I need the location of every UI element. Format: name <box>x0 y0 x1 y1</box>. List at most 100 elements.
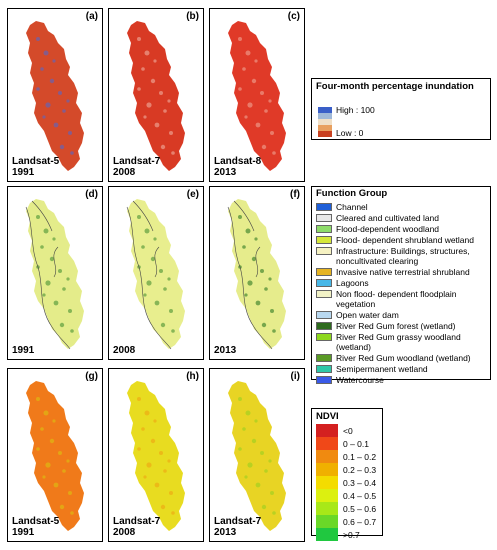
function-legend-title: Function Group <box>316 188 388 199</box>
legend-swatch <box>316 365 332 373</box>
ndvi-legend-item: >0.7 <box>316 528 378 541</box>
legend-swatch <box>316 290 332 298</box>
panel-caption: Landsat-5 1991 <box>12 516 60 538</box>
function-group-legend: Function Group Channel Cleared and cultiv… <box>311 186 491 385</box>
legend-label: Lagoons <box>336 278 369 288</box>
legend-label: 0 – 0.1 <box>343 438 369 449</box>
floodplain-map <box>227 199 286 350</box>
panel-label: (i) <box>290 371 300 382</box>
function-legend-item: Semipermanent wetland <box>316 364 486 374</box>
panel-label: (c) <box>287 11 300 22</box>
panel-caption: Landsat-8 2013 <box>214 156 262 178</box>
legend-swatch <box>316 225 332 233</box>
legend-swatch <box>316 489 338 502</box>
legend-label: Flood-dependent woodland <box>336 224 440 234</box>
legend-label: Cleared and cultivated land <box>336 213 440 223</box>
floodplain-shape <box>26 381 84 531</box>
legend-swatch <box>316 424 338 437</box>
ndvi-legend-item: 0.2 – 0.3 <box>316 463 378 476</box>
floodplain-shape <box>127 21 185 171</box>
function-legend-list: Channel Cleared and cultivated land Flood-… <box>316 202 486 385</box>
legend-label: >0.7 <box>343 529 360 540</box>
function-legend-item: Invasive native terrestrial shrubland <box>316 267 486 277</box>
floodplain-map <box>25 199 84 350</box>
legend-swatch <box>316 214 332 222</box>
inundation-map-panel-b: (b) Landsat-7 2008 <box>108 8 204 182</box>
ndvi-legend-item: 0.3 – 0.4 <box>316 476 378 489</box>
legend-label: Semipermanent wetland <box>336 364 428 374</box>
panel-label: (g) <box>85 371 98 382</box>
legend-label: Invasive native terrestrial shrubland <box>336 267 470 277</box>
legend-label: Watercourse <box>336 375 384 385</box>
floodplain-map <box>126 199 185 350</box>
ndvi-map-panel-h: (h) Landsat-7 2008 <box>108 368 204 542</box>
panel-caption: 2008 <box>113 345 136 356</box>
legend-label: 0.2 – 0.3 <box>343 464 377 475</box>
panel-caption: 1991 <box>12 345 35 356</box>
panel-caption: Landsat-7 2008 <box>113 156 161 178</box>
legend-label: 0.1 – 0.2 <box>343 451 377 462</box>
legend-swatch <box>316 268 332 276</box>
legend-label: Flood- dependent shrubland wetland <box>336 235 474 245</box>
inundation-legend: Four-month percentage inundation High : … <box>311 78 491 140</box>
ndvi-legend-item: 0.1 – 0.2 <box>316 450 378 463</box>
legend-label: 0.4 – 0.5 <box>343 490 377 501</box>
function-legend-item: Channel <box>316 202 486 212</box>
function-legend-item: Open water dam <box>316 310 486 320</box>
legend-swatch <box>316 279 332 287</box>
panel-caption: Landsat-7 2013 <box>214 516 262 538</box>
function-legend-item: River Red Gum grassy woodland (wetland) <box>316 332 486 352</box>
legend-swatch <box>316 311 332 319</box>
panel-label: (a) <box>85 11 98 22</box>
legend-swatch <box>316 515 338 528</box>
legend-swatch <box>316 450 338 463</box>
legend-label: Open water dam <box>336 310 399 320</box>
legend-swatch <box>316 333 332 341</box>
legend-label: River Red Gum grassy woodland (wetland) <box>336 332 461 352</box>
function-legend-item: Non flood- dependent floodplain vegetati… <box>316 289 486 309</box>
floodplain-shape <box>228 381 286 531</box>
inundation-map-panel-c: (c) Landsat-8 2013 <box>209 8 305 182</box>
panel-label: (h) <box>186 371 199 382</box>
function-legend-item: Cleared and cultivated land <box>316 213 486 223</box>
function-legend-item: River Red Gum woodland (wetland) <box>316 353 486 363</box>
function-legend-item: Infrastructure: Buildings, structures, n… <box>316 246 486 266</box>
ndvi-legend-item: 0.4 – 0.5 <box>316 489 378 502</box>
panel-label: (e) <box>186 189 199 200</box>
ndvi-map-panel-g: (g) Landsat-5 1991 <box>7 368 103 542</box>
inundation-high-label: High : 100 <box>336 105 375 115</box>
legend-label: 0.3 – 0.4 <box>343 477 377 488</box>
legend-swatch <box>316 376 332 384</box>
ndvi-legend-item: 0.5 – 0.6 <box>316 502 378 515</box>
function-legend-item: Watercourse <box>316 375 486 385</box>
panel-caption: Landsat-7 2008 <box>113 516 161 538</box>
inundation-legend-title: Four-month percentage inundation <box>316 81 474 92</box>
ndvi-legend-title: NDVI <box>316 411 339 422</box>
panel-label: (f) <box>290 189 300 200</box>
floodplain-shape <box>228 21 286 171</box>
legend-swatch <box>316 502 338 515</box>
legend-swatch <box>316 437 338 450</box>
panel-label: (b) <box>186 11 199 22</box>
function-map-panel-f: (f) 2013 <box>209 186 305 360</box>
ndvi-legend-list: <0 0 – 0.1 0.1 – 0.2 0.2 – 0.3 0.3 – 0.4 0.4 … <box>316 424 378 541</box>
ndvi-legend: NDVI <0 0 – 0.1 0.1 – 0.2 0.2 – 0.3 0.3 – 0.… <box>311 408 383 541</box>
inundation-low-label: Low : 0 <box>336 128 364 138</box>
legend-label: 0.6 – 0.7 <box>343 516 377 527</box>
inundation-color-ramp <box>318 107 332 137</box>
floodplain-shape <box>26 21 84 171</box>
panel-caption: 2013 <box>214 345 237 356</box>
legend-swatch <box>316 463 338 476</box>
ndvi-legend-item: <0 <box>316 424 378 437</box>
legend-swatch <box>316 236 332 244</box>
legend-label: Channel <box>336 202 368 212</box>
floodplain-shape <box>127 381 185 531</box>
legend-label: 0.5 – 0.6 <box>343 503 377 514</box>
legend-swatch <box>316 476 338 489</box>
ndvi-legend-item: 0.6 – 0.7 <box>316 515 378 528</box>
function-legend-item: River Red Gum forest (wetland) <box>316 321 486 331</box>
function-map-panel-d: (d) 1991 <box>7 186 103 360</box>
ndvi-map-panel-i: (i) Landsat-7 2013 <box>209 368 305 542</box>
legend-label: River Red Gum woodland (wetland) <box>336 353 471 363</box>
function-legend-item: Lagoons <box>316 278 486 288</box>
